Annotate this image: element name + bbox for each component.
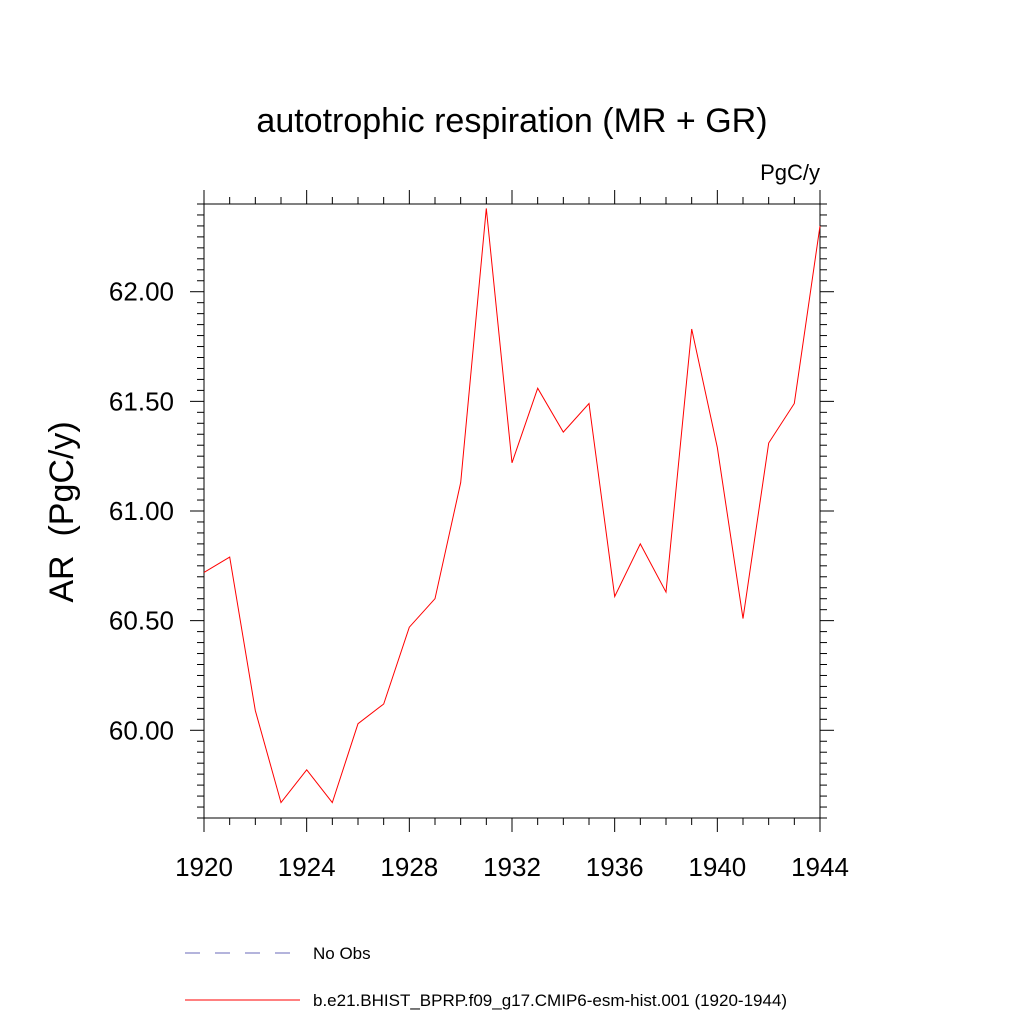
legend: No Obs b.e21.BHIST_BPRP.f09_g17.CMIP6-es… [185,944,787,1010]
x-axis: 1920 1924 1928 1932 1936 1940 1944 [175,190,849,882]
y-tick-label: 60.50 [109,606,174,636]
y-tick-label: 60.00 [109,715,174,745]
x-tick-label: 1924 [278,852,336,882]
x-tick-label: 1928 [380,852,438,882]
y-axis-label: AR (PgC/y) [43,421,81,602]
legend-label-model-run: b.e21.BHIST_BPRP.f09_g17.CMIP6-esm-hist.… [313,991,787,1010]
y-tick-label: 61.50 [109,386,174,416]
y-tick-label: 62.00 [109,277,174,307]
legend-label-no-obs: No Obs [313,944,371,963]
x-tick-label: 1940 [688,852,746,882]
x-tick-label: 1920 [175,852,233,882]
series-layer [203,208,821,804]
x-tick-label: 1932 [483,852,541,882]
y-tick-label: 61.00 [109,496,174,526]
x-tick-label: 1944 [791,852,849,882]
series-line [203,208,821,804]
chart-title: autotrophic respiration (MR + GR) [256,102,767,140]
units-label: PgC/y [760,160,820,185]
y-axis: 60.00 60.50 61.00 61.50 62.00 [109,203,834,819]
x-tick-label: 1936 [586,852,644,882]
